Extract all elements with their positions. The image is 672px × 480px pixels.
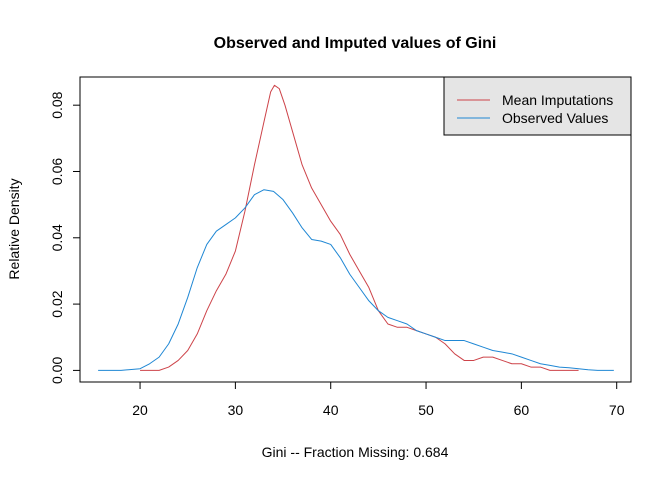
x-tick-label: 70 xyxy=(609,402,625,418)
x-axis: 20 30 40 50 60 70 xyxy=(132,381,625,418)
legend: Mean Imputations Observed Values xyxy=(443,76,632,136)
x-tick-label: 40 xyxy=(323,402,339,418)
legend-label-observed-values: Observed Values xyxy=(502,110,608,126)
x-tick-label: 20 xyxy=(132,402,148,418)
legend-box xyxy=(443,76,632,136)
y-axis: 0.00 0.02 0.04 0.06 0.08 xyxy=(49,91,81,384)
series-line-observed-values xyxy=(98,189,614,371)
y-tick-label: 0.02 xyxy=(49,290,65,317)
y-tick-label: 0.04 xyxy=(49,224,65,251)
series-line-mean-imputations xyxy=(140,84,579,371)
x-axis-label: Gini -- Fraction Missing: 0.684 xyxy=(262,444,449,460)
y-axis-label: Relative Density xyxy=(6,178,22,279)
series-layer xyxy=(98,84,614,371)
y-tick-label: 0.00 xyxy=(49,357,65,384)
x-tick-label: 50 xyxy=(418,402,434,418)
y-tick-label: 0.08 xyxy=(49,91,65,118)
legend-label-mean-imputations: Mean Imputations xyxy=(502,92,613,108)
chart-title: Observed and Imputed values of Gini xyxy=(214,35,497,52)
y-tick-label: 0.06 xyxy=(49,158,65,185)
x-tick-label: 30 xyxy=(228,402,244,418)
x-tick-label: 60 xyxy=(514,402,530,418)
